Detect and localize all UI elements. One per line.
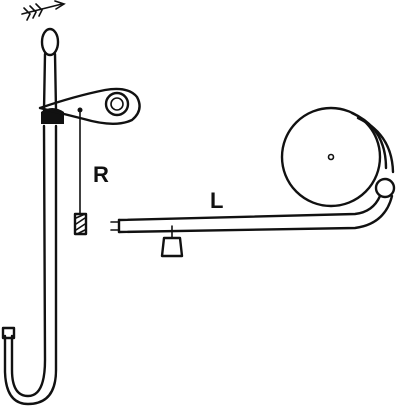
lever-weight <box>160 225 184 258</box>
arrow-mark <box>21 0 66 21</box>
label-r: R <box>93 162 109 187</box>
lever-l <box>110 194 394 234</box>
hanging-weight-r <box>73 109 88 236</box>
vertical-rod <box>1 27 60 406</box>
label-l: L <box>210 188 224 213</box>
large-wheel <box>280 106 396 208</box>
